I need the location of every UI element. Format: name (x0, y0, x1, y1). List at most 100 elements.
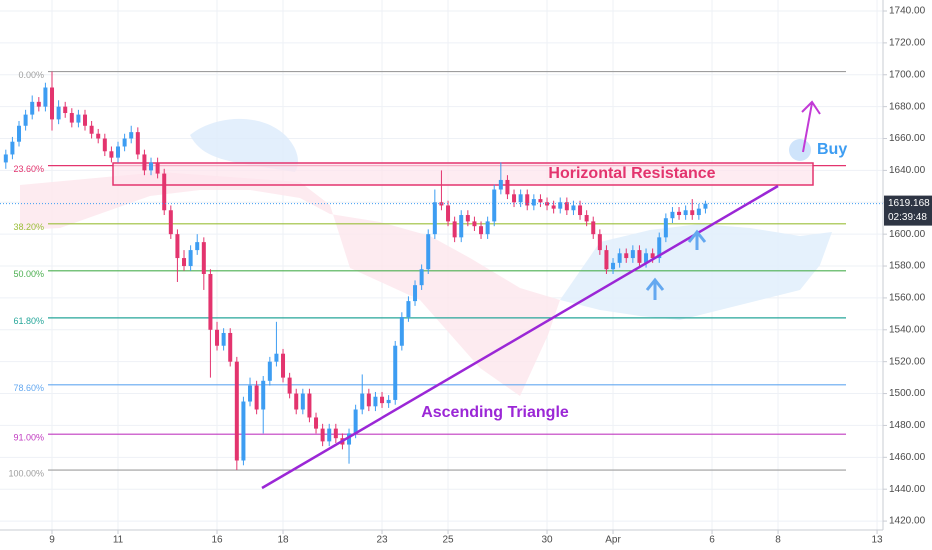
y-tick-label: 1580.00 (889, 261, 926, 272)
candle-body (287, 377, 292, 394)
candle-body (241, 401, 246, 461)
candle-body (498, 179, 503, 190)
candle-body (419, 269, 424, 286)
fib-label: 50.00% (13, 269, 44, 279)
candle-body (10, 141, 15, 155)
y-tick-label: 1640.00 (889, 165, 926, 176)
candle-body (267, 361, 272, 381)
candle-body (3, 154, 8, 163)
candle-body (465, 215, 470, 222)
candle-body (597, 234, 602, 251)
candle-body (657, 237, 662, 259)
y-tick-label: 1480.00 (889, 420, 926, 431)
candle-body (677, 211, 682, 216)
y-tick-label: 1560.00 (889, 293, 926, 304)
x-tick-label: 11 (113, 535, 124, 546)
candle-body (50, 87, 55, 120)
y-tick-label: 1720.00 (889, 38, 926, 49)
candle-body (406, 301, 411, 318)
candle-body (63, 106, 68, 114)
candle-body (446, 205, 451, 222)
candle-body (479, 226, 484, 235)
y-tick-label: 1660.00 (889, 133, 926, 144)
candle-body (228, 332, 233, 362)
candle-body (69, 113, 74, 123)
candle-body (129, 132, 134, 139)
candle-body (551, 205, 556, 209)
up-arrow (687, 229, 707, 250)
candle-body (571, 205, 576, 211)
countdown-label: 02:39:48 (888, 212, 927, 223)
candle-body (399, 317, 404, 346)
candle-body (281, 353, 286, 378)
candle-body (393, 345, 398, 400)
candle-body (248, 385, 253, 402)
candle-body (485, 221, 490, 235)
candle-body (531, 199, 536, 206)
candle-body (696, 208, 701, 216)
fib-label: 0.00% (18, 70, 44, 80)
candle-body (333, 428, 338, 439)
x-tick-label: 8 (775, 535, 781, 546)
candle-body (386, 399, 391, 404)
candle-body (215, 329, 220, 346)
candle-body (175, 234, 180, 259)
x-tick-label: 30 (541, 535, 553, 546)
candle-body (155, 162, 160, 174)
candle-body (683, 210, 688, 216)
y-tick-label: 1520.00 (889, 356, 926, 367)
y-tick-label: 1420.00 (889, 516, 926, 527)
candle-body (347, 433, 352, 445)
candle-layer (0, 71, 883, 471)
candle-body (307, 393, 312, 418)
candle-body (690, 210, 695, 216)
buy-marker (789, 139, 811, 161)
candle-body (670, 211, 675, 219)
candle-body (637, 250, 642, 263)
fib-label: 38.20% (13, 222, 44, 232)
candle-body (102, 138, 107, 152)
candle-body (314, 417, 319, 429)
candle-body (558, 202, 563, 209)
fib-label: 23.60% (13, 164, 44, 174)
y-tick-label: 1740.00 (889, 6, 926, 17)
candle-body (23, 114, 28, 126)
candle-body (17, 125, 22, 142)
candle-body (122, 138, 127, 147)
fib-label: 61.80% (13, 316, 44, 326)
up-arrow (645, 277, 665, 300)
candle-body (76, 114, 81, 123)
candle-body (650, 253, 655, 259)
candle-body (525, 194, 530, 206)
candle-body (254, 385, 259, 410)
last-price-label: 1619.168 (888, 198, 930, 209)
candle-body (578, 205, 583, 216)
candle-body (413, 285, 418, 302)
candle-body (221, 332, 226, 346)
resistance-zone (112, 162, 814, 186)
y-tick-label: 1700.00 (889, 69, 926, 80)
candle-body (142, 154, 147, 171)
y-tick-label: 1680.00 (889, 101, 926, 112)
x-tick-label: 18 (277, 535, 289, 546)
candle-body (294, 393, 299, 410)
fib-label: 100.00% (8, 468, 44, 478)
x-tick-label: 16 (211, 535, 223, 546)
axis-layer: 1420.00 1440.00 1460.00 1480.00 1500.00 1520.… (49, 6, 932, 546)
candle-body (56, 106, 61, 120)
candle-body (426, 234, 431, 270)
x-tick-label: 25 (442, 535, 454, 546)
x-tick-label: 13 (871, 535, 883, 546)
candle-body (188, 250, 193, 267)
candle-body (208, 274, 213, 330)
candle-body (452, 221, 457, 238)
cloud (190, 118, 298, 172)
candle-body (116, 146, 121, 158)
candle-body (380, 396, 385, 404)
candle-body (320, 428, 325, 442)
candle-body (83, 114, 88, 126)
candle-body (353, 409, 358, 434)
x-tick-label: 9 (49, 535, 55, 546)
last-price-box (884, 195, 932, 226)
